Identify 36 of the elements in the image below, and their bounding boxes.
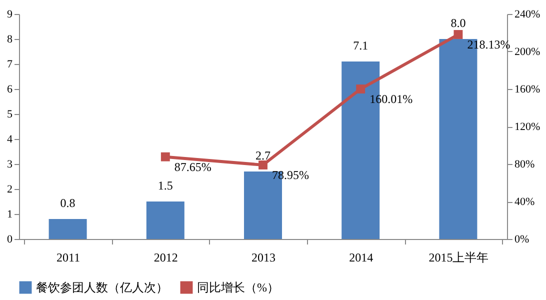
point	[160, 152, 170, 162]
data-label: 87.65%	[174, 160, 212, 174]
y-tick-label: 2	[7, 184, 12, 196]
bar	[48, 219, 87, 239]
x-tick-label: 2012	[154, 250, 178, 264]
y2-tick-label: 240%	[514, 8, 540, 20]
y2-tick-label: 200%	[514, 46, 540, 58]
x-tick-label: 2013	[252, 250, 276, 264]
y-tick-label: 4	[7, 134, 13, 146]
point	[356, 84, 366, 94]
y-tick-label: 8	[7, 34, 13, 46]
data-label: 2.7	[256, 148, 270, 162]
y-tick-label: 3	[7, 158, 13, 170]
data-label: 0.8	[60, 196, 76, 210]
point	[454, 30, 463, 39]
legend-label: 餐饮参团人数（亿人次）	[36, 280, 168, 295]
data-label: 7.1	[353, 38, 368, 52]
y-tick-label: 6	[7, 84, 13, 96]
y2-tick-label: 40%	[514, 196, 535, 208]
bar	[146, 202, 184, 239]
y-tick-label: 7	[7, 58, 13, 70]
y-tick-label: 9	[7, 8, 13, 20]
data-label: 1.5	[158, 178, 173, 192]
x-tick-label: 2015上半年	[428, 250, 489, 264]
data-label: 8.0	[450, 16, 466, 30]
y-tick-label: 5	[7, 108, 13, 120]
point	[258, 160, 268, 170]
y2-tick-label: 160%	[514, 84, 540, 96]
y2-tick-label: 80%	[514, 158, 535, 170]
y-tick-label: 1	[7, 208, 12, 220]
y2-tick-label: 120%	[514, 121, 540, 133]
x-tick-label: 2011	[56, 250, 80, 264]
legend-label: 同比增长（%）	[197, 280, 279, 295]
x-tick-label: 2014	[349, 250, 374, 264]
y2-tick-label: 0%	[514, 234, 530, 246]
y-tick-label: 0	[7, 234, 13, 246]
